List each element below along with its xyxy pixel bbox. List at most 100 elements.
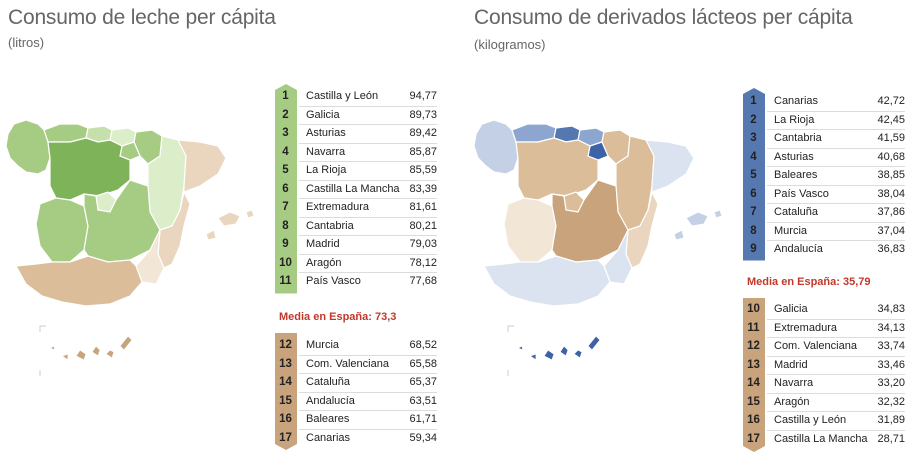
ranking-row: 12 Com. Valenciana 33,74 — [743, 337, 905, 356]
rank-number: 7 — [282, 201, 289, 214]
dairy-below-bar — [743, 298, 765, 452]
canarias-inset-frame — [39, 325, 46, 376]
ranking-row: 9 Madrid 79,03 — [275, 235, 437, 254]
rank-number: 14 — [279, 376, 292, 389]
row-separator — [767, 374, 905, 375]
region-value: 63,51 — [409, 394, 437, 407]
row-separator — [767, 110, 905, 112]
map-region-andalucia — [483, 255, 611, 307]
dairy-average-label: Media en España: 35,79 — [747, 276, 871, 288]
rank-number: 6 — [282, 182, 289, 195]
rank-number: 13 — [747, 358, 760, 371]
row-separator — [299, 428, 437, 430]
milk-chart-subtitle: (litros) — [8, 35, 45, 50]
region-name: Galicia — [774, 303, 808, 316]
region-name: Com. Valenciana — [774, 340, 857, 353]
region-value: 78,12 — [409, 256, 437, 269]
ranking-row: 5 La Rioja 85,59 — [275, 161, 437, 180]
row-separator — [299, 216, 437, 218]
region-name: Baleares — [774, 169, 818, 182]
map-region-castilla-leon — [515, 137, 599, 201]
rank-number: 15 — [279, 394, 292, 407]
row-separator — [299, 253, 437, 255]
region-value: 85,59 — [409, 164, 437, 177]
ranking-row: 17 Canarias 59,34 — [275, 429, 437, 448]
dairy-ranking-table: 1 Canarias 42,72 2 La Rioja 42,45 3 Cantabria 41… — [743, 88, 913, 456]
ranking-row: 4 Navarra 85,87 — [275, 143, 437, 162]
row-separator — [299, 124, 437, 125]
region-name: Castilla y León — [306, 90, 379, 103]
map-region-castilla-leon — [47, 137, 131, 201]
region-value: 41,59 — [877, 132, 905, 145]
region-value: 81,61 — [409, 201, 437, 214]
dairy-above-bar — [743, 88, 765, 261]
rank-number: 8 — [282, 219, 289, 232]
row-separator — [767, 184, 905, 186]
row-separator — [767, 429, 905, 431]
ranking-row: 7 Cataluña 37,86 — [743, 203, 905, 222]
region-value: 34,13 — [877, 321, 905, 334]
region-value: 33,74 — [877, 340, 905, 353]
milk-chart-title: Consumo de leche per cápita — [8, 6, 276, 29]
region-name: Castilla La Mancha — [774, 432, 868, 445]
rank-number: 5 — [750, 169, 757, 182]
ranking-row: 16 Castilla y León 31,89 — [743, 411, 905, 430]
row-separator — [767, 147, 905, 149]
map-region-extremadura — [503, 197, 557, 263]
region-value: 33,20 — [877, 377, 905, 390]
rank-number: 9 — [282, 238, 289, 251]
region-value: 85,87 — [409, 145, 437, 158]
rank-number: 1 — [282, 90, 289, 103]
region-value: 37,86 — [877, 206, 905, 219]
region-name: La Rioja — [774, 113, 815, 126]
dairy-chart-title: Consumo de derivados lácteos per cápita — [474, 6, 853, 29]
row-separator — [767, 129, 905, 130]
ranking-row: 8 Murcia 37,04 — [743, 222, 905, 241]
ranking-row: 13 Madrid 33,46 — [743, 356, 905, 375]
row-separator — [299, 105, 437, 107]
region-name: Murcia — [306, 339, 340, 352]
region-value: 42,72 — [877, 95, 905, 108]
map-region-andalucia — [15, 255, 143, 307]
region-name: Canarias — [774, 95, 819, 108]
region-value: 28,71 — [877, 432, 905, 445]
ranking-row: 3 Asturias 89,42 — [275, 124, 437, 143]
ranking-row: 15 Aragón 32,32 — [743, 393, 905, 412]
region-value: 36,83 — [877, 243, 905, 256]
row-separator — [299, 272, 437, 273]
region-name: Com. Valenciana — [306, 357, 389, 370]
rank-number: 15 — [747, 395, 760, 408]
region-name: País Vasco — [774, 187, 829, 200]
row-separator — [299, 235, 437, 236]
region-value: 65,58 — [409, 357, 437, 370]
region-value: 34,83 — [877, 303, 905, 316]
region-name: Asturias — [306, 127, 346, 140]
row-separator — [299, 373, 437, 374]
map-region-galicia — [5, 119, 51, 175]
region-name: La Rioja — [306, 164, 347, 177]
row-separator — [767, 166, 905, 167]
region-name: Extremadura — [774, 321, 837, 334]
region-name: Navarra — [774, 377, 814, 390]
map-region-baleares — [673, 209, 723, 241]
milk-spain-map — [5, 119, 255, 376]
ranking-row: 11 País Vasco 77,68 — [275, 272, 437, 291]
region-value: 37,04 — [877, 224, 905, 237]
region-name: Madrid — [306, 238, 340, 251]
region-name: Baleares — [306, 413, 350, 426]
rank-number: 7 — [750, 206, 757, 219]
dairy-spain-map — [473, 119, 723, 376]
region-value: 59,34 — [409, 431, 437, 444]
ranking-row: 3 Cantabria 41,59 — [743, 129, 905, 148]
ranking-row: 1 Castilla y León 94,77 — [275, 87, 437, 106]
region-name: Extremadura — [306, 201, 369, 214]
region-value: 80,21 — [409, 219, 437, 232]
rank-number: 5 — [282, 164, 289, 177]
row-separator — [767, 337, 905, 338]
region-name: Castilla La Mancha — [306, 182, 400, 195]
ranking-row: 12 Murcia 68,52 — [275, 336, 437, 355]
row-separator — [767, 203, 905, 204]
dairy-chart-subtitle: (kilogramos) — [474, 37, 546, 52]
map-region-cataluna — [644, 139, 695, 193]
region-name: Andalucía — [306, 394, 355, 407]
